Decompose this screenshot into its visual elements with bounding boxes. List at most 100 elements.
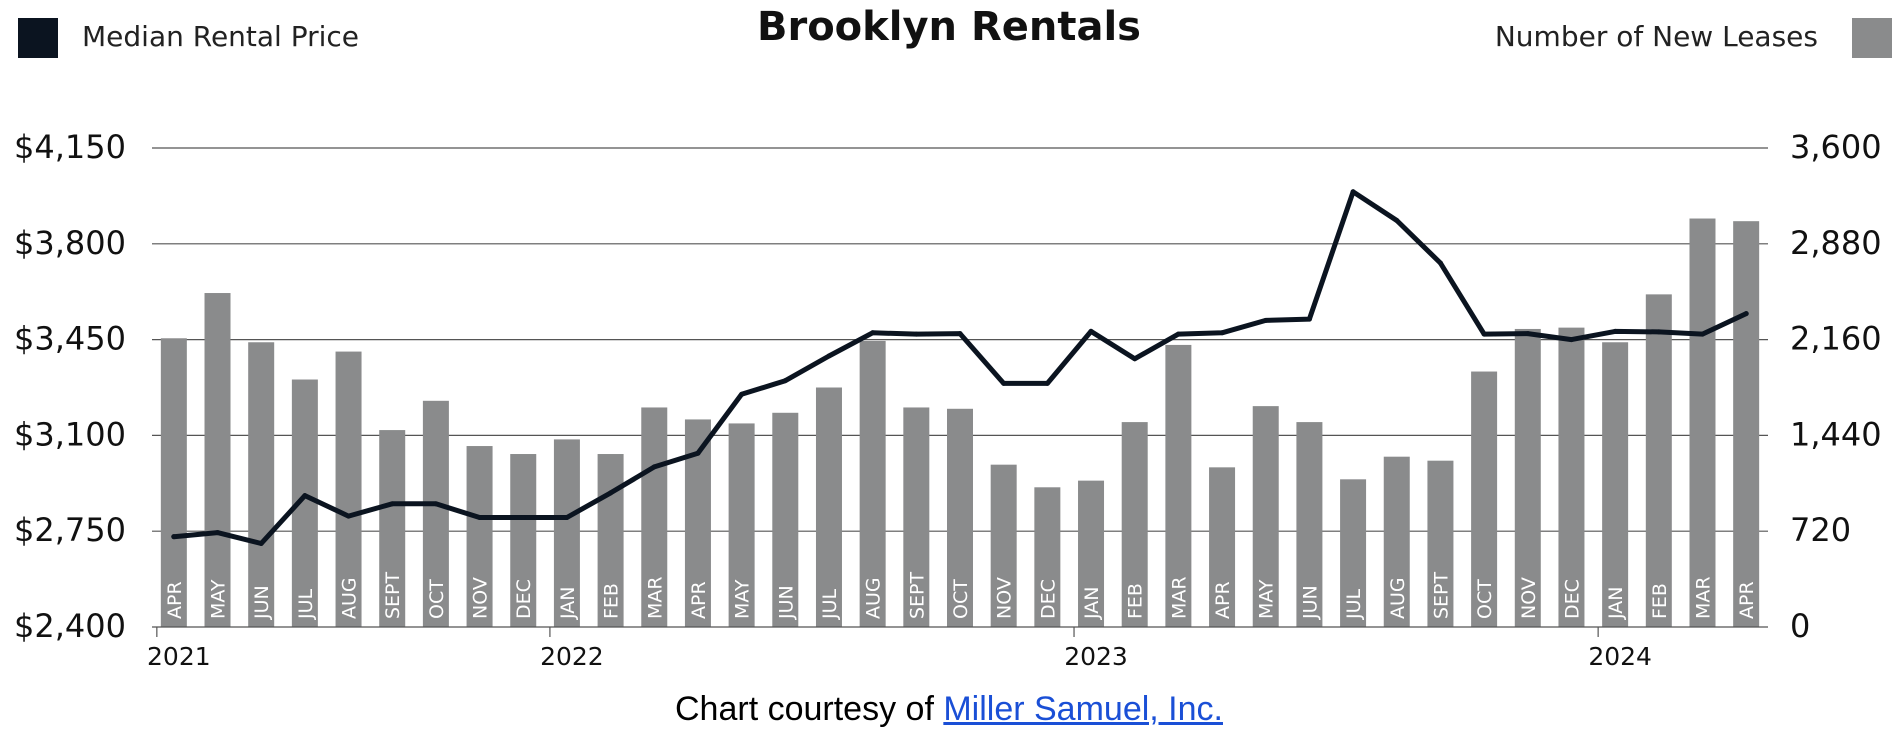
line-point [258, 541, 264, 547]
y-left-tick-label: $2,400 [14, 607, 126, 645]
x-tick-label: FEB [1125, 583, 1147, 619]
bar [1209, 467, 1236, 627]
line-point [171, 534, 177, 540]
line-point [1001, 380, 1007, 386]
x-tick-label: AUG [339, 577, 361, 619]
bar [1165, 344, 1192, 627]
bar [990, 464, 1017, 627]
bar [947, 408, 973, 627]
bar [510, 454, 537, 627]
bar [1689, 218, 1716, 627]
bar [1602, 342, 1629, 627]
line-point [302, 493, 308, 499]
line-point [739, 391, 745, 397]
x-tick-label: FEB [1649, 583, 1671, 619]
legend-swatch-median-price [18, 18, 58, 58]
x-tick-label: JAN [1605, 587, 1627, 620]
bar [1383, 456, 1410, 627]
line-point [826, 353, 832, 359]
year-label: 2024 [1588, 642, 1652, 671]
bar [1340, 479, 1367, 627]
line-point [1481, 331, 1487, 337]
line-point [520, 515, 526, 521]
bar [160, 338, 187, 627]
year-label: 2021 [147, 642, 211, 671]
bar [728, 423, 755, 627]
x-tick-label: JUL [819, 588, 841, 620]
bar [1034, 487, 1061, 627]
bar [1078, 480, 1105, 627]
line-point [870, 330, 876, 336]
y-left-tick-label: $4,150 [14, 128, 126, 166]
x-tick-label: DEC [513, 579, 535, 619]
bar [772, 412, 799, 627]
x-tick-label: MAR [1692, 576, 1714, 619]
x-tick-label: AUG [1387, 577, 1409, 619]
x-tick-label: APR [1212, 581, 1234, 619]
y-right-tick-label: 2,880 [1790, 224, 1882, 262]
chart-plot: $2,400 0 $2,750 720 $3,100 1,440 $3,450 2,160 $3… [14, 128, 1882, 671]
line-point [1568, 337, 1574, 343]
line-point [651, 464, 657, 470]
line-point [1350, 189, 1356, 195]
line-point [1044, 380, 1050, 386]
bar [1645, 294, 1672, 627]
bar [248, 342, 275, 627]
x-tick-label: DEC [1561, 579, 1583, 619]
line-point [913, 331, 919, 337]
year-label: 2022 [540, 642, 604, 671]
bar [815, 387, 842, 627]
line-point [477, 515, 483, 521]
line-point [695, 450, 701, 456]
legend-label-median-price: Median Rental Price [82, 20, 360, 53]
line-point [1219, 330, 1225, 336]
y-right-tick-label: 0 [1790, 607, 1810, 645]
bar [553, 439, 580, 627]
chart-title: Brooklyn Rentals [756, 4, 1141, 50]
bar [1296, 422, 1323, 627]
x-tick-label: MAY [208, 579, 230, 619]
y-left-tick-label: $3,100 [14, 415, 126, 453]
bar [1427, 460, 1454, 627]
line-point [1656, 329, 1662, 335]
y-left-tick-label: $2,750 [14, 511, 126, 549]
bar [204, 293, 231, 627]
x-tick-label: DEC [1037, 579, 1059, 619]
line-point [1088, 328, 1094, 334]
x-tick-label: OCT [426, 579, 448, 619]
bar [903, 407, 930, 627]
x-tick-label: APR [688, 581, 710, 619]
line-point [1263, 317, 1269, 323]
line-point [957, 331, 963, 337]
x-tick-label: JUL [295, 588, 317, 620]
bar [597, 454, 624, 627]
y-right-tick-label: 1,440 [1790, 415, 1882, 453]
x-tick-label: JUN [775, 585, 797, 620]
y-right-tick-label: 2,160 [1790, 320, 1882, 358]
x-tick-label: AUG [863, 577, 885, 619]
bar [1733, 221, 1760, 628]
x-tick-label: NOV [470, 577, 492, 619]
legend-swatch-new-leases [1852, 18, 1892, 58]
line-point [1394, 218, 1400, 224]
x-tick-label: FEB [601, 583, 623, 619]
x-tick-label: NOV [994, 577, 1016, 619]
legend-label-new-leases: Number of New Leases [1494, 20, 1818, 53]
credit-link[interactable]: Miller Samuel, Inc. [943, 690, 1223, 728]
line-point [1306, 316, 1312, 322]
x-tick-label: SEPT [906, 571, 928, 619]
bar [1558, 327, 1585, 627]
x-tick-label: MAR [644, 576, 666, 619]
line-point [608, 490, 614, 496]
bar [335, 351, 362, 627]
x-tick-label: JUL [1343, 588, 1365, 620]
line-point [1612, 328, 1618, 334]
line-point [346, 513, 352, 519]
line-point [215, 530, 221, 536]
line-point [1132, 356, 1138, 362]
x-tick-label: OCT [950, 579, 972, 619]
y-right-tick-label: 720 [1790, 511, 1851, 549]
credit-prefix: Chart courtesy of [675, 690, 944, 728]
x-tick-label: MAR [1168, 576, 1190, 619]
year-label: 2023 [1064, 642, 1128, 671]
